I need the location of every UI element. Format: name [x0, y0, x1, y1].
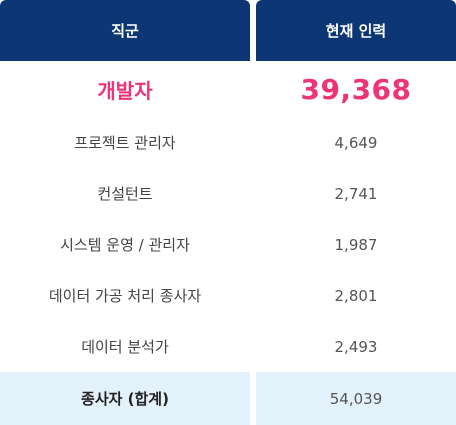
- table-header: 직군 현재 인력: [0, 0, 456, 61]
- row-count: 4,649: [334, 133, 378, 152]
- highlight-row: 개발자 39,368: [0, 61, 456, 117]
- highlight-job: 개발자: [97, 78, 153, 103]
- total-label: 종사자 (합계): [0, 372, 250, 425]
- row-job: 데이터 분석가: [81, 338, 169, 356]
- total-count: 54,039: [256, 372, 456, 425]
- row-count: 1,987: [334, 235, 378, 254]
- table-row: 컨설턴트 2,741: [0, 168, 456, 219]
- header-current-workforce: 현재 인력: [256, 0, 456, 61]
- table-row: 시스템 운영 / 관리자 1,987: [0, 219, 456, 270]
- row-job: 컨설턴트: [97, 185, 153, 203]
- row-count: 2,493: [334, 337, 378, 356]
- row-job: 프로젝트 관리자: [74, 134, 176, 152]
- row-count: 2,741: [334, 184, 378, 203]
- header-job-category: 직군: [0, 0, 250, 61]
- table-row: 데이터 가공 처리 종사자 2,801: [0, 270, 456, 321]
- row-job: 시스템 운영 / 관리자: [60, 236, 190, 254]
- highlight-count: 39,368: [300, 72, 412, 106]
- row-count: 2,801: [334, 286, 378, 305]
- table-row: 프로젝트 관리자 4,649: [0, 117, 456, 168]
- total-row: 종사자 (합계) 54,039: [0, 372, 456, 425]
- table-row: 데이터 분석가 2,493: [0, 321, 456, 372]
- row-job: 데이터 가공 처리 종사자: [48, 287, 202, 305]
